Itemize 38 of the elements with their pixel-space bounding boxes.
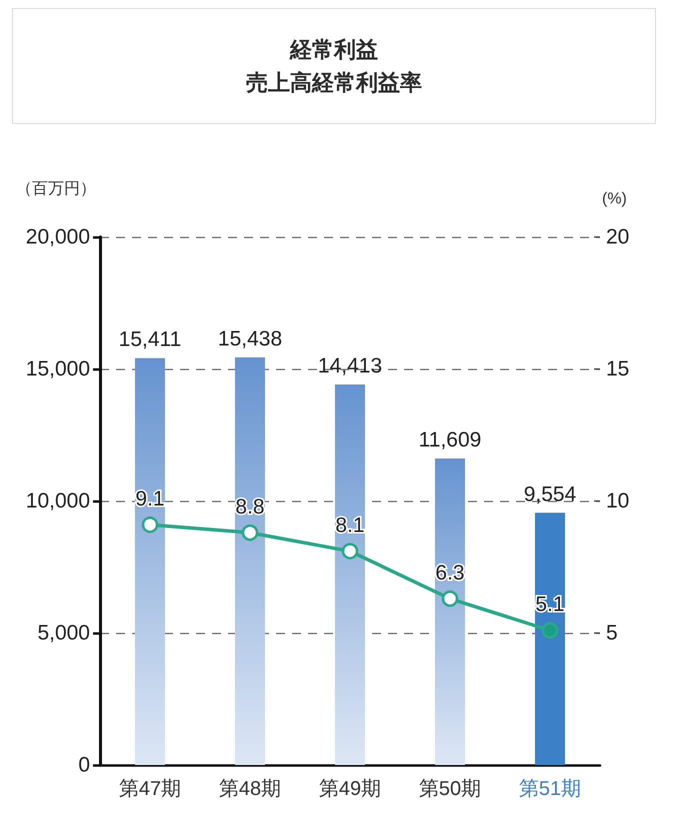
- x-tick-label: 第50期: [418, 778, 482, 800]
- x-tick-label: 第51期: [518, 778, 582, 800]
- data-label: 8.1: [335, 514, 365, 537]
- point: [542, 622, 558, 639]
- bar: [435, 458, 465, 765]
- data-label: 15,438: [218, 327, 282, 350]
- point: [442, 590, 458, 607]
- bar: [335, 384, 365, 765]
- data-label: 11,609: [418, 428, 482, 452]
- data-label: 14,413: [318, 354, 382, 378]
- y2-axis-title: (%): [602, 190, 627, 208]
- data-label: 5.1: [535, 593, 565, 616]
- chart-title: 経常利益: [290, 36, 378, 64]
- y-tick-label: 15,000: [26, 358, 90, 380]
- point: [342, 542, 358, 560]
- y-tick-label: 0: [78, 754, 90, 776]
- data-label: 15,411: [118, 328, 182, 352]
- point: [242, 524, 258, 541]
- chart-subtitle: 売上高経常利益率: [246, 69, 422, 97]
- bar: [235, 357, 265, 765]
- point: [142, 516, 158, 534]
- y2-tick-label: 10: [606, 490, 630, 512]
- data-label: 9.1: [135, 488, 165, 511]
- y-axis-title: （百万円）: [16, 180, 96, 198]
- x-tick-label: 第48期: [218, 778, 282, 800]
- bar: [535, 512, 565, 765]
- x-tick-label: 第49期: [318, 778, 382, 800]
- bar: [135, 358, 165, 765]
- y-tick-label: 10,000: [26, 490, 90, 512]
- x-tick-label: 第47期: [118, 778, 182, 800]
- data-label: 6.3: [435, 561, 465, 584]
- y2-tick-label: 5: [606, 622, 618, 644]
- y2-tick-label: 20: [606, 226, 630, 248]
- data-label: 8.8: [235, 495, 265, 518]
- y2-tick-label: 15: [606, 358, 630, 380]
- y-tick-label: 20,000: [26, 226, 90, 248]
- y-tick-label: 5,000: [37, 622, 90, 644]
- data-label: 9,554: [524, 482, 577, 506]
